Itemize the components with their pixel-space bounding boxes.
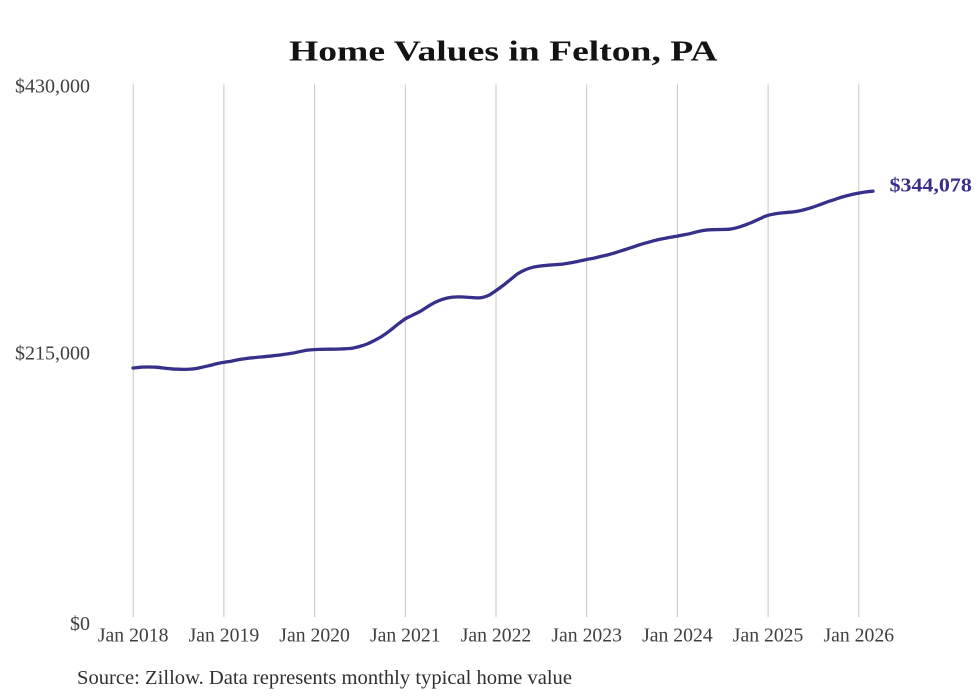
svg-text:$344,078: $344,078 bbox=[890, 174, 972, 196]
svg-text:Home Values in Felton, PA: Home Values in Felton, PA bbox=[289, 36, 718, 68]
svg-text:$0: $0 bbox=[70, 613, 90, 635]
svg-text:$215,000: $215,000 bbox=[15, 342, 90, 364]
svg-text:Source: Zillow. Data represent: Source: Zillow. Data represents monthly … bbox=[77, 667, 572, 689]
svg-text:$430,000: $430,000 bbox=[15, 75, 90, 97]
svg-text:Jan 2023: Jan 2023 bbox=[551, 625, 622, 647]
svg-text:Jan 2018: Jan 2018 bbox=[98, 625, 169, 647]
svg-text:Jan 2025: Jan 2025 bbox=[733, 625, 804, 647]
svg-text:Jan 2019: Jan 2019 bbox=[189, 625, 260, 647]
svg-text:Jan 2020: Jan 2020 bbox=[279, 625, 350, 647]
svg-text:Jan 2021: Jan 2021 bbox=[370, 625, 441, 647]
svg-text:Jan 2026: Jan 2026 bbox=[824, 625, 895, 647]
svg-text:Jan 2024: Jan 2024 bbox=[642, 625, 713, 647]
svg-text:Jan 2022: Jan 2022 bbox=[461, 625, 532, 647]
